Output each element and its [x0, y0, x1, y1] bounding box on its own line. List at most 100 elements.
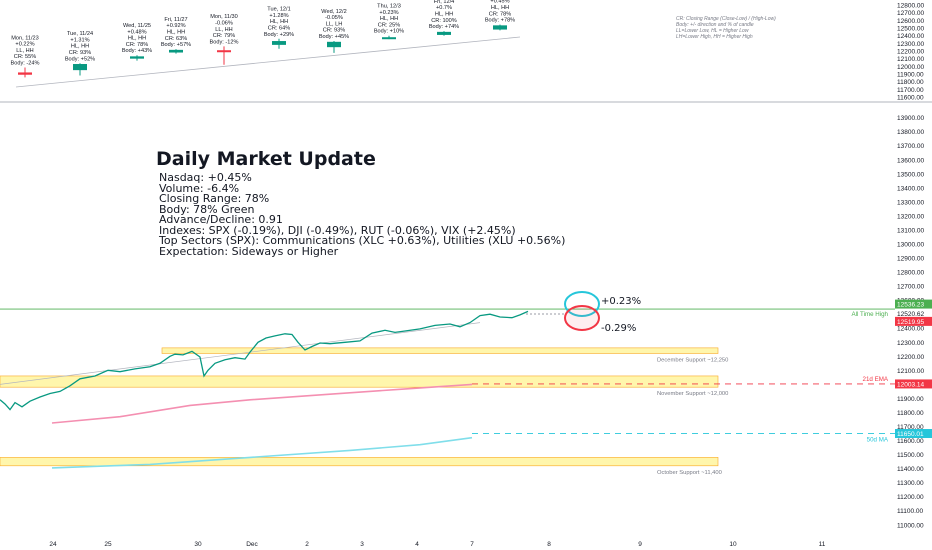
y-tick-label: 12700.00 [897, 10, 924, 17]
candle-annotation: +0.45% [490, 0, 509, 5]
x-tick-label: 7 [470, 541, 474, 548]
candle-annotation: Body: +52% [65, 56, 95, 62]
summary-line: Closing Range: 78% [159, 192, 270, 205]
candle-annotation: CR: 93% [323, 28, 345, 34]
y-tick-label: 11600.00 [897, 438, 924, 445]
upper-move-label: +0.23% [601, 296, 641, 307]
summary-line: Top Sectors (SPX): Communications (XLC +… [159, 234, 566, 247]
price-line[interactable] [0, 310, 529, 411]
legend-line: LL=Lower Low, HL = Higher Low [676, 28, 749, 34]
candle-annotation: Body: +57% [161, 42, 191, 48]
price-tag-sma: 11650.01 [897, 431, 924, 438]
y-tick-label: 12200.00 [897, 49, 924, 56]
y-tick-label: 13800.00 [897, 129, 924, 136]
candle-annotation: Body: -12% [210, 39, 239, 45]
ema-label: 21d EMA [863, 376, 889, 383]
candle-annotation: Fri, 12/4 [434, 0, 455, 5]
y-tick-label: 11600.00 [897, 94, 924, 101]
candle-body[interactable] [18, 72, 32, 75]
sma-line[interactable] [51, 436, 473, 469]
price-tag-last: 12520.62 [897, 311, 924, 318]
candle-annotation: HL, HH [128, 36, 146, 42]
support-zone[interactable] [161, 347, 719, 354]
y-tick-label: 11300.00 [897, 480, 924, 487]
candle-body[interactable] [382, 37, 396, 40]
summary-line: Expectation: Sideways or Higher [159, 244, 339, 258]
y-tick-label: 11900.00 [897, 71, 924, 78]
price-tag-sma-bg [895, 429, 932, 439]
candle-annotation: CR: 78% [489, 11, 511, 17]
y-tick-label: 12800.00 [897, 270, 924, 277]
y-tick-label: 11800.00 [897, 410, 924, 417]
y-tick-label: 13900.00 [897, 115, 924, 122]
candle-annotation: +0.92% [166, 23, 185, 29]
support-label: December Support ~12,250 [657, 357, 728, 363]
y-tick-label: 11700.00 [897, 424, 924, 431]
candle-annotation: Wed, 12/2 [321, 9, 346, 15]
candle-annotation: Wed, 11/25 [123, 23, 151, 29]
support-zone[interactable] [0, 375, 719, 388]
candle-annotation: Tue, 12/1 [267, 7, 290, 13]
candle-body[interactable] [272, 41, 286, 45]
y-tick-label: 13500.00 [897, 171, 924, 178]
candle-annotation: Body: +45% [319, 34, 349, 40]
y-tick-label: 12800.00 [897, 3, 924, 10]
candle-annotation: +0.22% [15, 42, 34, 48]
support-label: November Support ~12,000 [657, 391, 728, 397]
candle-body[interactable] [493, 25, 507, 30]
candle-annotation: CR: 100% [431, 18, 457, 24]
y-tick-label: 13300.00 [897, 199, 924, 206]
sma-label: 50d MA [867, 437, 889, 444]
summary-line: Indexes: SPX (-0.19%), DJI (-0.49%), RUT… [159, 223, 516, 237]
candle-annotation: LL, HH [215, 27, 232, 33]
support-zones: December Support ~12,250 November Support… [0, 347, 728, 476]
y-tick-label: 12200.00 [897, 354, 924, 361]
x-tick-label: 9 [638, 541, 642, 548]
y-tick-label: 11800.00 [897, 79, 924, 86]
candle-annotation: -0.06% [215, 21, 233, 27]
price-tag-last-bg [895, 308, 932, 318]
y-tick-label: 12100.00 [897, 368, 924, 375]
candle-annotation: HL, HH [380, 16, 398, 22]
candle-annotation: LL, HH [16, 48, 33, 54]
candle-annotation: CR: 78% [126, 42, 148, 48]
support-zone[interactable] [0, 457, 719, 467]
legend-note: CR: Closing Range (Close-Low) / (High-Lo… [676, 16, 826, 40]
candle-body[interactable] [73, 64, 87, 71]
x-tick-label: 10 [729, 541, 737, 548]
bottom-price-axis: 13900.00 13800.00 13700.00 13600.00 13500.00… [895, 115, 932, 529]
summary-line: Nasdaq: +0.45% [159, 171, 252, 184]
top-price-axis: 12800.0012700.0012600.0012500.0012400.00… [897, 3, 924, 102]
y-tick-label: 11000.00 [897, 522, 924, 529]
x-tick-label: 8 [547, 541, 551, 548]
candle-body[interactable] [169, 49, 183, 53]
y-tick-label: 11700.00 [897, 87, 924, 94]
y-tick-label: 12600.00 [897, 18, 924, 25]
y-tick-label: 11200.00 [897, 494, 924, 501]
candle-annotation: HL, HH [167, 29, 185, 35]
candle-body[interactable] [217, 50, 231, 53]
candle-annotation: Mon, 11/30 [210, 14, 238, 20]
y-tick-label: 12400.00 [897, 33, 924, 40]
legend-line: LH=Lower High, HH = Higher High [676, 34, 753, 40]
summary-line: Volume: -6.4% [159, 181, 240, 195]
candle-annotation: Tue, 11/24 [67, 31, 93, 37]
legend-line: CR: Closing Range (Close-Low) / (High-Lo… [676, 16, 776, 22]
candle-body[interactable] [130, 56, 144, 59]
candle-annotation: LL, LH [326, 21, 342, 27]
candle-body[interactable] [327, 41, 341, 48]
x-tick-label: 4 [415, 541, 419, 548]
candle-annotation: CR: 79% [213, 33, 235, 39]
price-tag-low: 12519.95 [897, 319, 924, 326]
y-tick-label: 13600.00 [897, 157, 924, 164]
candle-annotation: CR: 25% [378, 22, 400, 28]
y-tick-label: 13200.00 [897, 213, 924, 220]
ema-line[interactable] [51, 383, 473, 424]
candle-annotation: HL, HH [491, 5, 509, 11]
y-tick-label: 11100.00 [897, 508, 924, 515]
y-tick-label: 13100.00 [897, 227, 924, 234]
candle-body[interactable] [437, 31, 451, 35]
